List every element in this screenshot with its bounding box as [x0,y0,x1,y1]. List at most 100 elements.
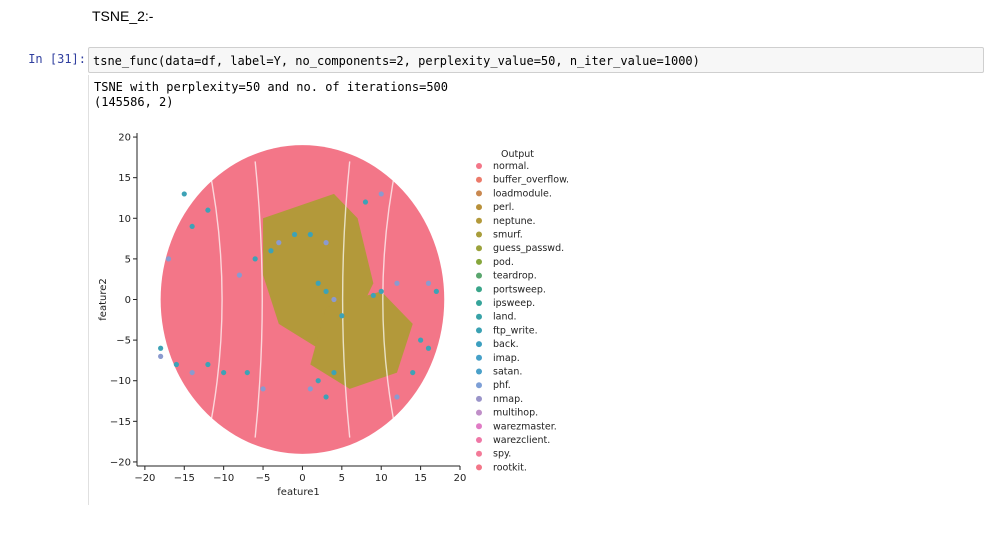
legend-entry-label: spy. [493,449,511,460]
cloud-gap-0 [207,161,223,438]
scatter-point-22 [323,394,329,400]
scatter-point-4 [268,248,274,254]
legend-entry-label: normal. [493,161,529,172]
scatter-point-34 [315,280,321,286]
scatter-point-11 [158,345,164,351]
scatter-point-33 [394,394,400,400]
x-tick-label: 10 [375,473,388,484]
scatter-point-26 [362,199,369,205]
x-tick-label: −20 [134,473,155,484]
legend-marker [476,231,482,238]
legend-marker [476,423,482,430]
scatter-point-24 [260,386,266,392]
legend-marker [476,437,482,443]
x-tick-label: 20 [454,473,467,484]
legend-marker [476,382,482,389]
scatter-point-19 [433,288,439,294]
stdout-line-1: TSNE with perplexity=50 and no. of itera… [94,80,449,94]
y-tick-label: 10 [118,214,131,225]
output-prompt-area [0,75,89,505]
output-area [88,75,1005,505]
legend-marker [476,176,482,183]
legend-entry-label: teardrop. [493,271,537,282]
legend-entry-label: ftp_write. [493,325,538,336]
legend-entry-label: loadmodule. [493,188,552,199]
legend-entry-label: nmap. [493,394,523,405]
scatter-point-35 [323,288,329,294]
scatter-point-25 [244,369,250,376]
scatter-point-6 [236,272,243,278]
legend-marker [476,217,482,224]
x-tick-label: 5 [339,473,345,484]
y-tick-label: −20 [110,457,131,468]
scatter-point-36 [331,296,337,303]
legend-marker [476,450,482,457]
legend-marker [476,286,482,293]
legend-entry-label: perl. [493,202,514,213]
legend-marker [476,341,482,348]
scatter-point-13 [418,337,424,343]
legend-entry-label: phf. [493,380,511,391]
legend-entry-label: portsweep. [493,284,546,295]
scatter-point-0 [276,240,282,246]
legend-entry-label: warezmaster. [493,421,557,432]
legend-marker [476,300,482,306]
scatter-point-31 [181,191,187,197]
legend-marker [476,272,482,279]
legend-marker [476,409,482,416]
scatter-point-3 [323,240,329,246]
legend-entry-label: pod. [493,257,514,268]
y-tick-label: 20 [118,133,131,144]
y-tick-label: −5 [116,336,131,347]
legend-marker [476,368,482,375]
scatter-point-37 [339,313,345,319]
scatter-point-12 [158,353,164,359]
scatter-point-28 [205,207,211,213]
legend-marker [476,190,482,197]
legend-marker [476,354,482,361]
legend-marker [476,245,482,252]
cloud-gap-1 [254,161,263,438]
stdout-line-2: (145586, 2) [94,95,174,109]
code-cell-input[interactable]: tsne_func(data=df, label=Y, no_component… [88,47,984,73]
legend-entry-label: back. [493,339,519,350]
legend-entry-label: rootkit. [493,462,527,473]
legend-entry-label: smurf. [493,230,523,241]
legend-marker [476,204,482,211]
legend-marker [476,313,482,320]
scatter-point-14 [425,345,432,351]
scatter-point-18 [425,280,432,286]
y-axis-label: feature2 [98,278,109,320]
scatter-point-30 [165,256,172,262]
legend-marker [476,327,482,334]
cloud-gap-3 [382,161,398,438]
scatter-point-20 [315,378,321,384]
scatter-point-21 [307,386,313,392]
y-tick-label: 5 [125,254,131,265]
scatter-point-2 [307,231,313,238]
x-tick-label: −15 [174,473,195,484]
scatter-point-7 [221,369,227,376]
scatter-point-23 [331,369,337,376]
legend-entry-label: multihop. [493,408,538,419]
scatter-point-17 [370,292,376,299]
x-tick-label: 0 [299,473,305,484]
scatter-point-1 [291,231,298,238]
legend-entry-label: guess_passwd. [493,243,564,254]
legend-entry-label: warezclient. [493,435,550,446]
input-prompt: In [31]: [28,52,86,66]
legend-entry-label: ipsweep. [493,298,535,309]
y-tick-label: −10 [110,376,131,387]
y-tick-label: 15 [118,173,131,184]
markdown-heading: TSNE_2:- [92,8,154,24]
scatter-point-5 [252,256,258,262]
x-axis-label: feature1 [277,487,319,498]
tsne-scatter-plot: −20 −15 −10 −5 0 5 10 15 20 −20 −15 −10 −5 0 5 10 15 20 fe… [98,133,569,498]
legend-entry-label: satan. [493,367,522,378]
legend-marker [476,163,482,169]
stdout-output: TSNE with perplexity=50 and no. of itera… [94,80,448,110]
x-tick-label: 15 [414,473,427,484]
legend-entry-label: land. [493,312,517,323]
data-regions [160,145,445,454]
scatter-point-10 [173,361,179,368]
